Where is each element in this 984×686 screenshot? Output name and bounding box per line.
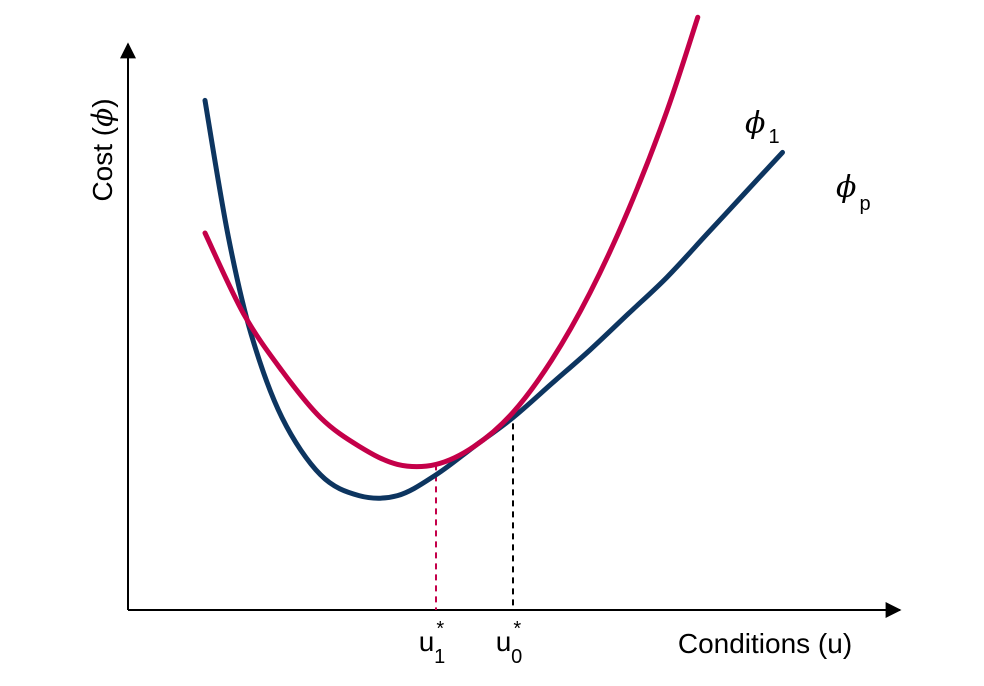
tick-label-u0-base: u <box>496 626 512 657</box>
tick-label-u1-base: u <box>419 626 435 657</box>
y-axis-label: Cost (ϕ) <box>86 98 119 201</box>
label-phi-p-sub: p <box>859 193 870 215</box>
label-phi-1-sub: 1 <box>768 126 779 148</box>
y-axis-label-symbol: ϕ <box>86 108 119 127</box>
y-axis-label-suffix: ) <box>87 98 118 107</box>
x-axis-label: Conditions (u) <box>678 628 852 659</box>
curve-phi-1 <box>202 14 701 470</box>
tick-label-u1-sup: * <box>436 618 444 640</box>
label-phi-1-symbol: ϕ <box>745 106 765 141</box>
label-phi-p-symbol: ϕ <box>836 170 856 205</box>
tick-label-u1-sub: 1 <box>434 646 445 668</box>
tick-label-u0-sub: 0 <box>511 646 522 668</box>
curve-phi-p <box>202 97 785 501</box>
tick-label-u0: u * 0 <box>496 618 523 668</box>
tick-label-u0-sup: * <box>513 618 521 640</box>
y-axis-label-prefix: Cost ( <box>87 126 118 201</box>
tick-label-u1: u * 1 <box>419 618 446 668</box>
